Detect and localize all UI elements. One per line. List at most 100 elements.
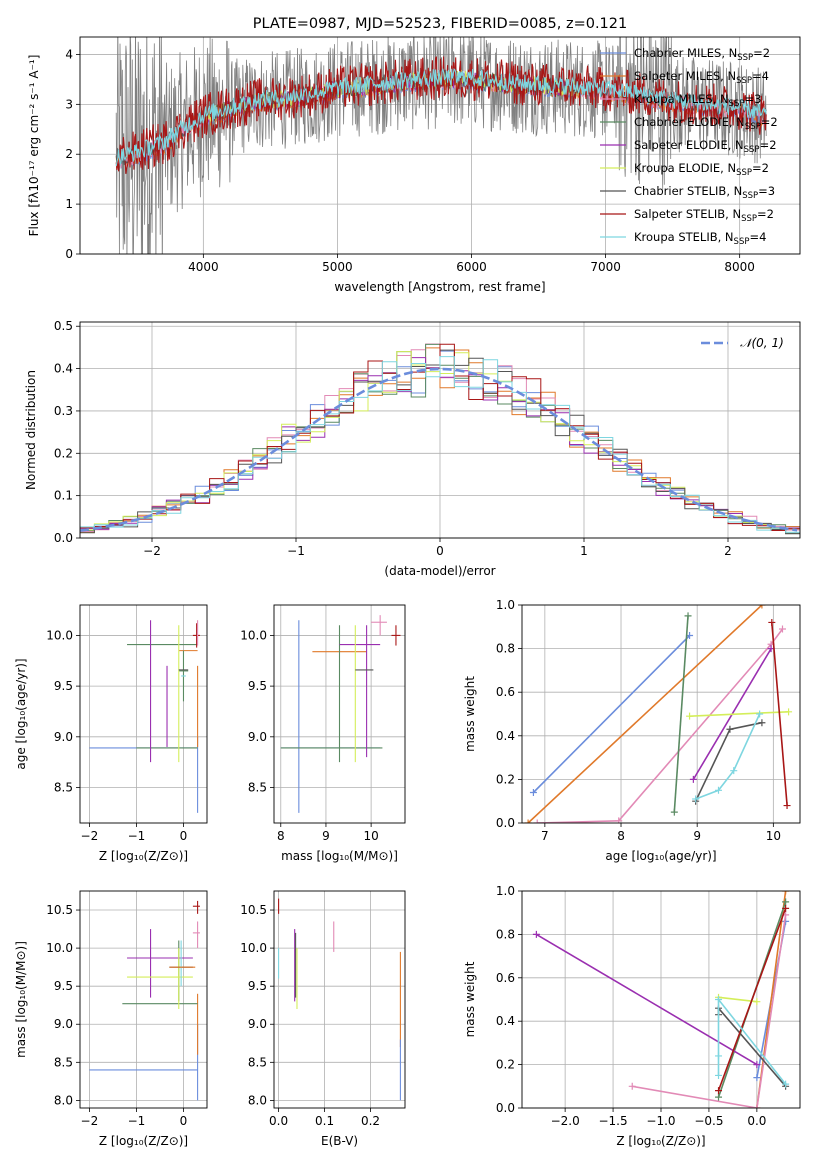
weight-marker-salpeter_elodie bbox=[689, 775, 697, 783]
y-tick-label: 4 bbox=[65, 47, 73, 61]
x-tick-label: 0.2 bbox=[361, 1114, 380, 1128]
weight-marker-kroupa_miles bbox=[533, 819, 541, 823]
axes-frame bbox=[79, 36, 801, 255]
weight-marker-salpeter_stelib bbox=[782, 904, 790, 912]
axes-spectrum: 4000 5000 6000 7000 8000 0 1 2 3 4 wavelength [Ang… bbox=[27, 36, 801, 294]
axes-frame bbox=[273, 604, 406, 824]
figure-title: PLATE=0987, MJD=52523, FIBERID=0085, z=0… bbox=[253, 16, 627, 32]
weight-marker-kroupa_stelib bbox=[715, 1071, 723, 1079]
weight-line-salpeter_elodie bbox=[535, 933, 758, 1066]
weight-marker-kroupa_stelib bbox=[782, 1080, 790, 1088]
weight-marker-kroupa_miles bbox=[628, 1082, 636, 1090]
x-tick-label: 0.0 bbox=[747, 1114, 766, 1128]
y-tick-label: 1.0 bbox=[496, 884, 515, 898]
weight-marker-kroupa_elodie bbox=[753, 998, 761, 1006]
x-axis-label: Z [log₁₀(Z/Z⊙)] bbox=[616, 1134, 705, 1148]
weight-marker-salpeter_miles bbox=[782, 891, 790, 895]
y-axis-label: mass weight bbox=[463, 961, 477, 1037]
x-tick-label: 8 bbox=[277, 829, 285, 843]
y-tick-label: 0.8 bbox=[496, 927, 515, 941]
axes-frame bbox=[79, 321, 801, 539]
y-tick-label: 10.0 bbox=[46, 628, 73, 642]
y-tick-label: 0.1 bbox=[54, 489, 73, 503]
y-tick-label: 0.4 bbox=[496, 729, 515, 743]
y-tick-label: 8.0 bbox=[54, 1093, 73, 1107]
x-axis-label: mass [log₁₀(M/M⊙)] bbox=[281, 849, 398, 863]
weight-marker-kroupa_stelib bbox=[756, 710, 764, 718]
y-tick-label: 0.4 bbox=[496, 1014, 515, 1028]
y-tick-label: 0.6 bbox=[496, 685, 515, 699]
x-tick-label: 10 bbox=[363, 829, 378, 843]
weight-marker-salpeter_stelib bbox=[715, 1087, 723, 1095]
weight-marker-salpeter_miles bbox=[758, 605, 766, 609]
x-tick-label: 1 bbox=[580, 544, 588, 558]
weight-lines bbox=[524, 605, 793, 823]
x-tick-label: −1.5 bbox=[598, 1114, 627, 1128]
weight-marker-kroupa_stelib bbox=[715, 1052, 723, 1060]
weight-marker-chabrier_stelib bbox=[726, 725, 734, 733]
legend-label-salpeter_stelib: Salpeter STELIB, NSSP=2 bbox=[634, 207, 774, 224]
weight-marker-kroupa_stelib bbox=[730, 767, 738, 775]
x-tick-label: 2 bbox=[724, 544, 732, 558]
axes-frame bbox=[521, 604, 801, 824]
weight-line-kroupa_elodie bbox=[718, 996, 757, 1003]
weight-marker-chabrier_stelib bbox=[758, 719, 766, 727]
x-tick-label: 9 bbox=[693, 829, 701, 843]
weight-marker-salpeter_stelib bbox=[783, 802, 791, 810]
y-tick-label: 2 bbox=[65, 147, 73, 161]
spectrum-model-line-salpeter_stelib bbox=[115, 56, 767, 174]
legend-label-salpeter_elodie: Salpeter ELODIE, NSSP=2 bbox=[634, 138, 777, 155]
weight-marker-kroupa_elodie bbox=[785, 708, 793, 716]
weight-line-kroupa_miles bbox=[537, 628, 784, 823]
y-tick-label: 0.0 bbox=[496, 1101, 515, 1115]
weight-marker-chabrier_miles bbox=[753, 1074, 761, 1082]
weight-marker-chabrier_elodie bbox=[670, 808, 678, 816]
axes-weight_vs_age: 7 8 9 10 0.0 0.2 0.4 0.6 0.8 1.0 age [log₁₀(age/yr… bbox=[463, 598, 801, 863]
weight-lines bbox=[532, 891, 790, 1108]
legend: Chabrier MILES, NSSP=2 Salpeter MILES, NS… bbox=[600, 46, 778, 247]
y-tick-label: 0.5 bbox=[54, 319, 73, 333]
axes-age_vs_Z: −2 −1 0 8.5 9.0 9.5 10.0 Z [log₁₀(Z/Z⊙)] age [lo… bbox=[14, 604, 208, 863]
x-tick-label: −2.0 bbox=[551, 1114, 580, 1128]
y-tick-label: 0.8 bbox=[496, 642, 515, 656]
weight-marker-salpeter_elodie bbox=[532, 930, 540, 938]
weight-line-chabrier_stelib bbox=[694, 721, 763, 802]
x-tick-label: −1 bbox=[287, 544, 305, 558]
weight-line-chabrier_miles bbox=[532, 634, 691, 794]
y-tick-label: 8.5 bbox=[248, 1055, 267, 1069]
y-tick-label: 1.0 bbox=[496, 598, 515, 612]
weight-line-salpeter_miles bbox=[527, 605, 763, 823]
x-tick-label: 0 bbox=[180, 829, 188, 843]
x-tick-label: −1.0 bbox=[646, 1114, 675, 1128]
axes-mass_vs_EBV: 0.0 0.1 0.2 8.0 8.5 9.0 9.5 10.0 10.5 E(B-V) bbox=[240, 890, 406, 1148]
weight-marker-kroupa_stelib bbox=[715, 786, 723, 794]
y-tick-label: 9.5 bbox=[248, 979, 267, 993]
legend-label-chabrier_miles: Chabrier MILES, NSSP=2 bbox=[634, 46, 770, 63]
y-tick-label: 9.0 bbox=[248, 1017, 267, 1031]
x-tick-label: −2 bbox=[81, 1114, 99, 1128]
y-tick-label: 10.5 bbox=[240, 903, 267, 917]
x-axis-label: age [log₁₀(age/yr)] bbox=[605, 849, 716, 863]
weight-marker-kroupa_miles bbox=[778, 625, 786, 633]
weight-marker-chabrier_elodie bbox=[782, 898, 790, 906]
x-tick-label: 8 bbox=[617, 829, 625, 843]
y-tick-label: 10.0 bbox=[46, 941, 73, 955]
weight-marker-salpeter_stelib bbox=[768, 618, 776, 626]
y-tick-label: 10.0 bbox=[240, 628, 267, 642]
x-tick-label: −1 bbox=[128, 1114, 146, 1128]
weight-line-kroupa_stelib bbox=[695, 713, 761, 800]
weight-marker-chabrier_elodie bbox=[684, 612, 692, 620]
legend-label-salpeter_miles: Salpeter MILES, NSSP=4 bbox=[634, 69, 769, 86]
axes-mass_vs_Z: −2 −1 0 8.0 8.5 9.0 9.5 10.0 10.5 Z [log₁₀(Z/Z⊙)]… bbox=[14, 890, 208, 1148]
x-tick-label: 4000 bbox=[188, 260, 219, 274]
legend-label-kroupa_miles: Kroupa MILES, NSSP=3 bbox=[634, 92, 761, 109]
legend-label-chabrier_elodie: Chabrier ELODIE, NSSP=2 bbox=[634, 115, 778, 132]
axes-frame bbox=[521, 890, 801, 1109]
weight-line-chabrier_elodie bbox=[673, 615, 689, 813]
x-tick-label: 10 bbox=[766, 829, 781, 843]
y-tick-label: 8.0 bbox=[248, 1093, 267, 1107]
x-tick-label: 6000 bbox=[456, 260, 487, 274]
legend-label-kroupa_elodie: Kroupa ELODIE, NSSP=2 bbox=[634, 161, 769, 178]
x-axis-label: wavelength [Angstrom, rest frame] bbox=[334, 280, 545, 294]
x-tick-label: −1 bbox=[128, 829, 146, 843]
